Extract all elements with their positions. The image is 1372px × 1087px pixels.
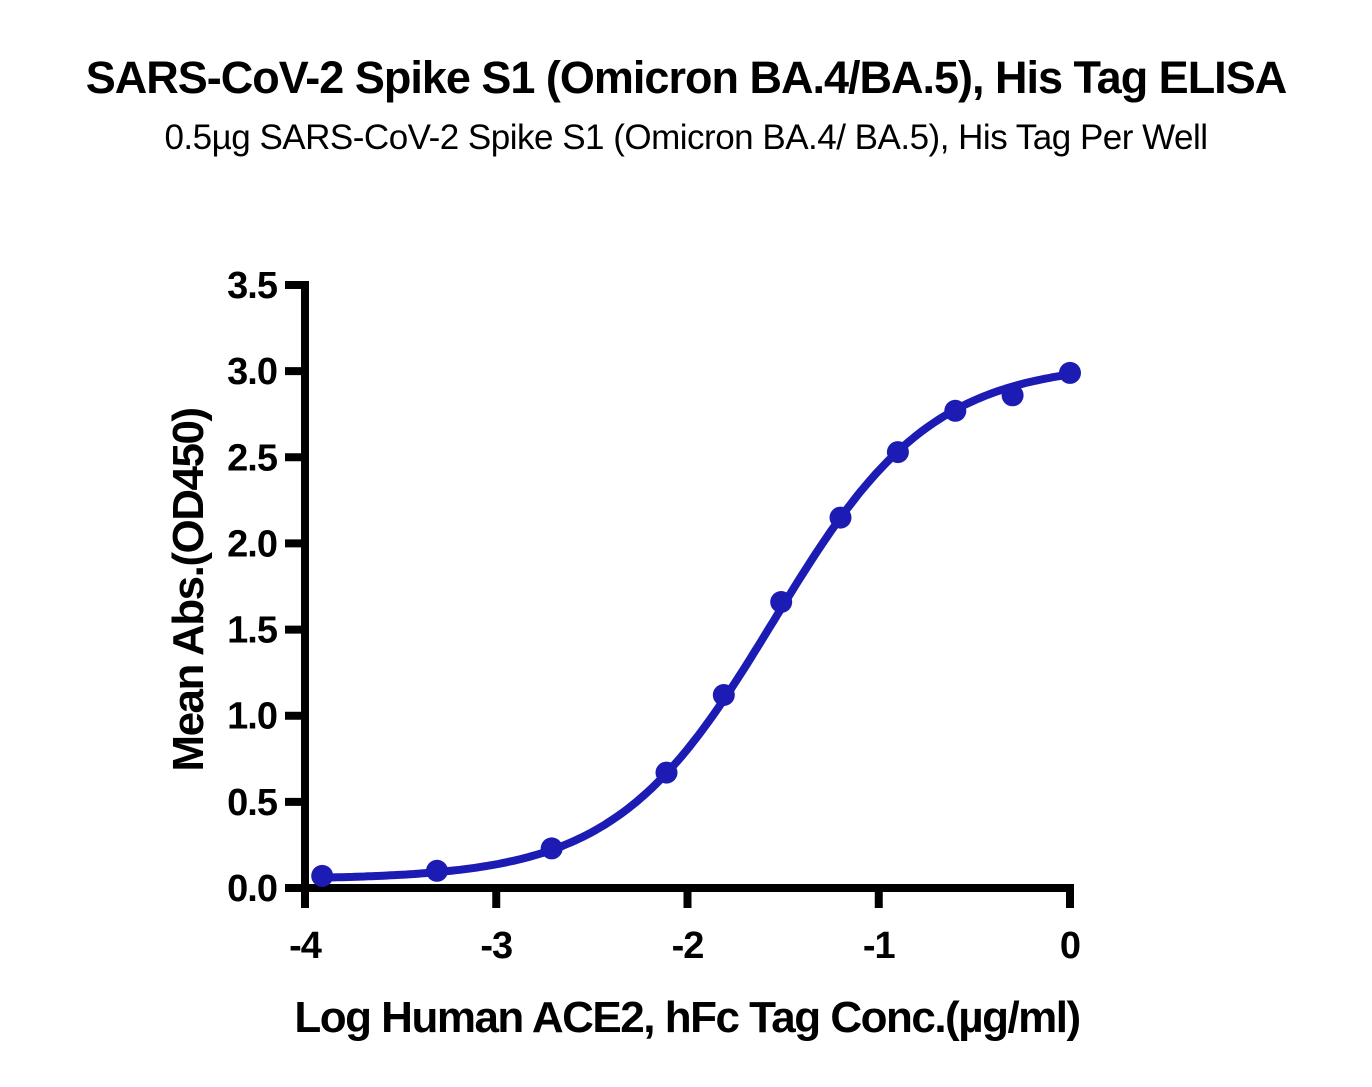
data-point xyxy=(1001,384,1024,407)
chart-title: SARS-CoV-2 Spike S1 (Omicron BA.4/BA.5),… xyxy=(85,52,1287,103)
x-tick-label: -1 xyxy=(863,925,896,967)
y-tick-label: 1.5 xyxy=(227,610,278,652)
x-tick-label: 0 xyxy=(1060,925,1080,967)
y-axis-title: Mean Abs.(OD450) xyxy=(164,408,213,771)
y-tick-label: 2.5 xyxy=(227,437,278,479)
y-tick-label: 3.0 xyxy=(227,351,277,393)
fit-curve-layer xyxy=(318,370,1073,882)
y-tick-label: 0.5 xyxy=(227,782,278,824)
x-tick-label: -2 xyxy=(672,925,704,967)
y-tick-label: 0.0 xyxy=(227,868,277,910)
data-point xyxy=(770,591,793,613)
tick-labels: 0.0 0.5 1.0 1.5 2.0 2.5 3.0 3.5 -4 -3 -2 -1 0 xyxy=(227,265,1081,967)
y-tick-label: 1.0 xyxy=(227,696,277,738)
data-point xyxy=(1059,361,1081,384)
x-tick-label: -4 xyxy=(289,925,322,967)
fit-curve xyxy=(318,370,1073,882)
axes xyxy=(285,281,1074,908)
chart-subtitle: 0.5µg SARS-CoV-2 Spike S1 (Omicron BA.4/… xyxy=(164,118,1208,157)
data-point xyxy=(311,864,334,887)
data-point xyxy=(540,837,563,860)
data-point xyxy=(944,399,967,422)
x-axis-title: Log Human ACE2, hFc Tag Conc.(µg/ml) xyxy=(294,993,1079,1042)
y-tick-label: 2.0 xyxy=(227,523,277,565)
data-point xyxy=(829,506,852,529)
data-point xyxy=(712,684,735,706)
data-points-layer xyxy=(311,361,1081,887)
data-point xyxy=(655,761,678,784)
x-tick-label: -3 xyxy=(480,925,512,967)
data-point xyxy=(886,441,909,464)
data-point xyxy=(426,859,448,882)
y-tick-label: 3.5 xyxy=(227,265,278,307)
